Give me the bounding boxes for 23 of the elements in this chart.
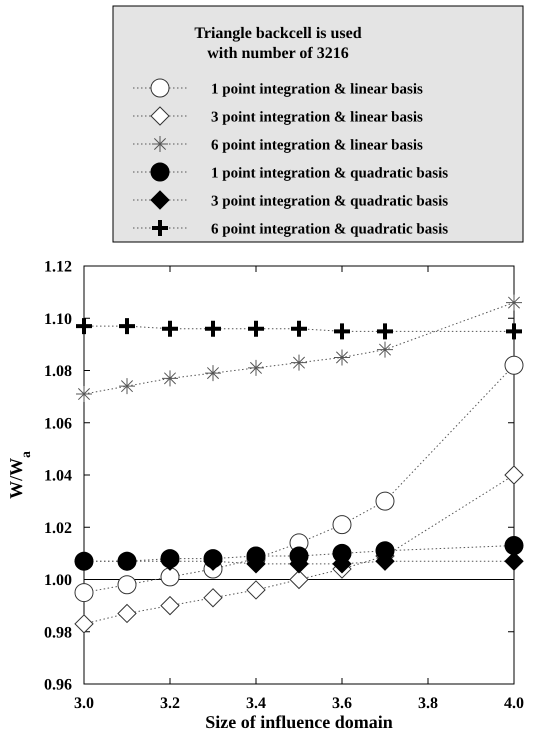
x-tick-label: 3.8 [418, 695, 438, 712]
x-tick-label: 3.2 [160, 695, 180, 712]
legend-title: Triangle backcell is used with number of 3216 [194, 25, 362, 62]
y-tick-label: 1.08 [44, 363, 72, 380]
legend-label: 3 point integration & quadratic basis [211, 193, 448, 210]
x-tick-label: 4.0 [504, 695, 524, 712]
y-tick-label: 0.98 [44, 624, 72, 642]
legend-label: 3 point integration & linear basis [211, 109, 423, 126]
x-tick-label: 3.6 [332, 695, 352, 712]
legend-label: 1 point integration & quadratic basis [211, 165, 448, 182]
y-tick-label: 1.00 [44, 572, 72, 590]
y-tick-label: 1.04 [44, 468, 72, 485]
y-tick-label: 0.96 [44, 676, 72, 694]
legend-label: 6 point integration & quadratic basis [211, 221, 448, 238]
x-axis-title: Size of influence domain [205, 712, 393, 732]
legend-label: 6 point integration & linear basis [211, 137, 423, 154]
y-tick-label: 1.12 [44, 258, 72, 276]
legend-label: 1 point integration & linear basis [211, 81, 423, 98]
y-tick-label: 1.06 [44, 415, 72, 432]
y-tick-label: 1.02 [44, 520, 72, 537]
y-tick-label: 1.10 [44, 310, 72, 328]
x-tick-label: 3.0 [74, 695, 94, 712]
x-tick-label: 3.4 [246, 695, 266, 712]
